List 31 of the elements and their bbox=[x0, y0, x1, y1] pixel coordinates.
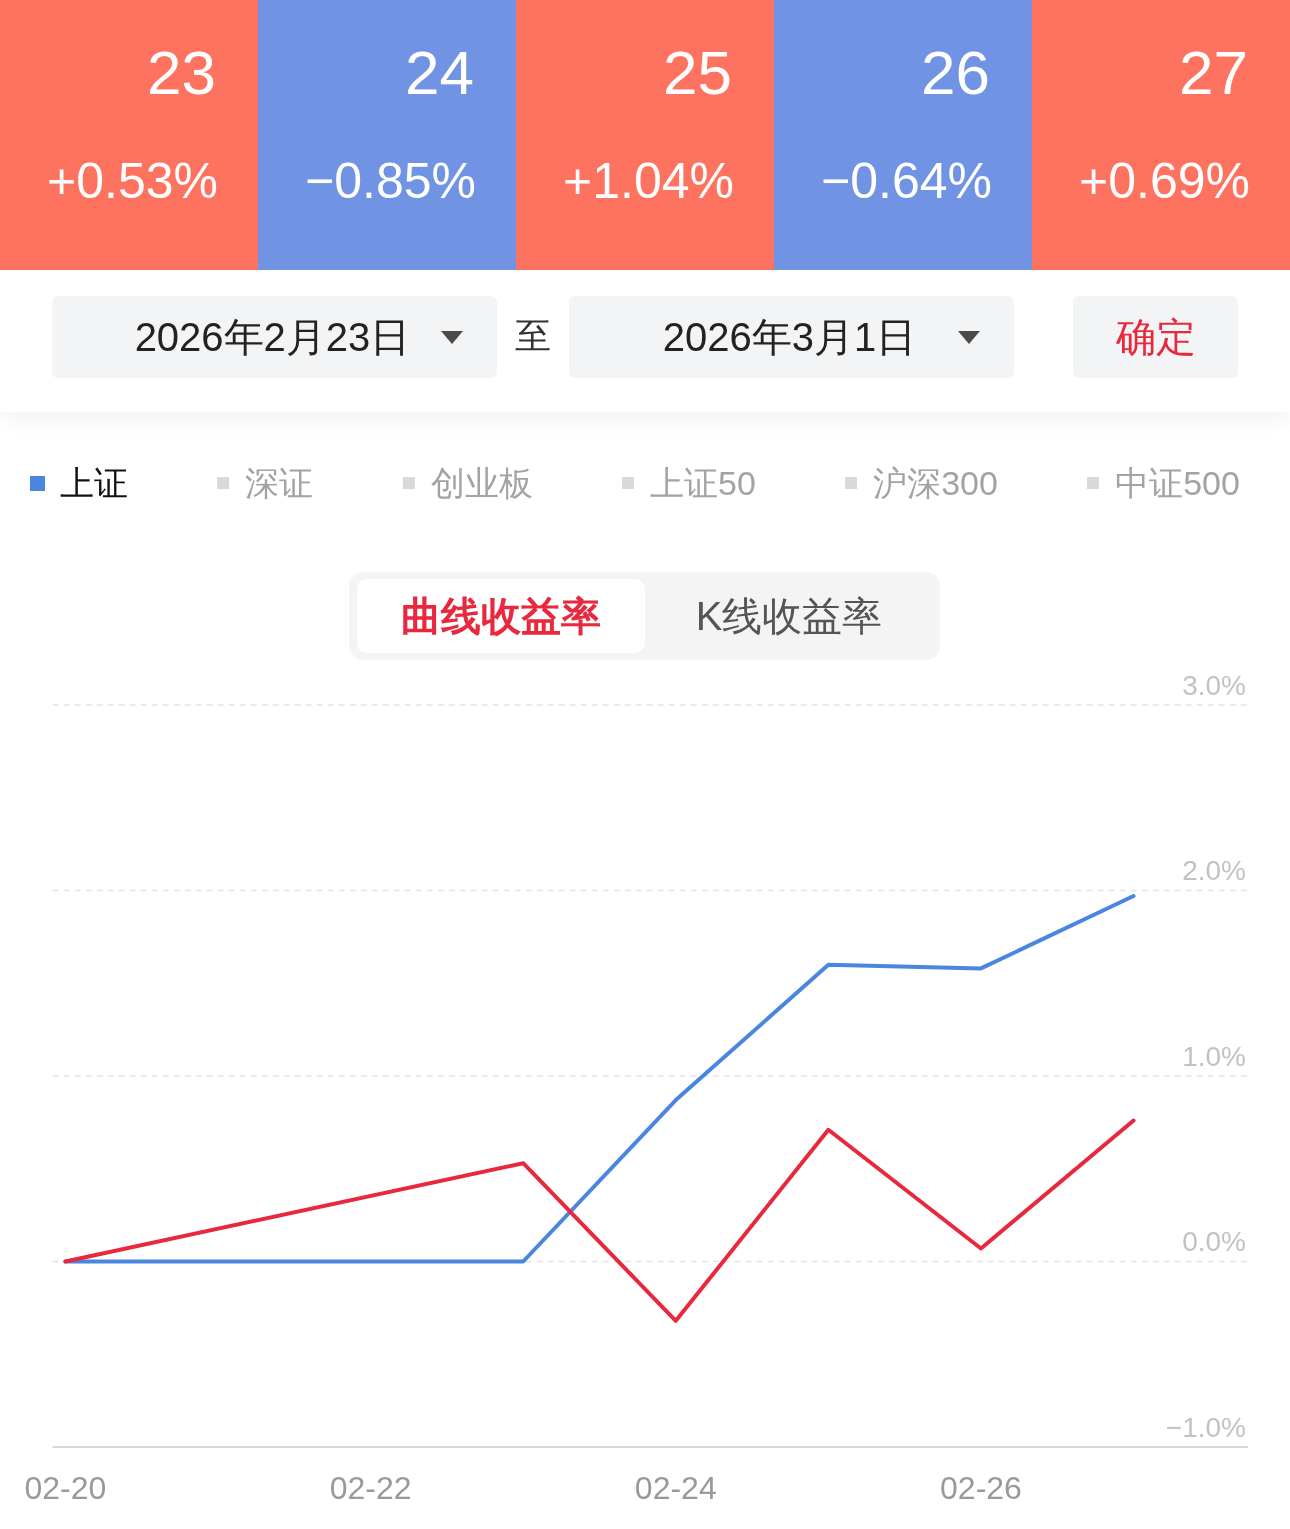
text: 深证 bbox=[245, 463, 314, 503]
text: 至 bbox=[514, 314, 552, 358]
y-tick-label: 1.0% bbox=[1182, 1040, 1246, 1072]
x-tick-label: 25 bbox=[663, 38, 732, 107]
text: 创业板 bbox=[430, 463, 533, 503]
x-tick-label: 02-20 bbox=[24, 1470, 107, 1507]
text: 沪深300 bbox=[873, 463, 998, 503]
text: 上证50 bbox=[649, 463, 756, 503]
x-tick-label: 27 bbox=[1179, 38, 1248, 107]
y-tick-label: 0.0% bbox=[1182, 1226, 1246, 1258]
x-tick-label: 24 bbox=[405, 38, 474, 107]
button: 确定 bbox=[1073, 296, 1238, 378]
data-label: −0.64% bbox=[821, 153, 992, 209]
x-tick-label: 23 bbox=[147, 38, 216, 107]
data-label: +1.04% bbox=[563, 153, 734, 209]
y-tick-label: −1.0% bbox=[1165, 1411, 1246, 1443]
date-field: 2026年3月1日 bbox=[569, 296, 1014, 378]
data-label: −0.85% bbox=[305, 153, 476, 209]
x-tick-label: 26 bbox=[921, 38, 990, 107]
x-tick-label: 02-24 bbox=[634, 1470, 717, 1507]
legend-label: 上证 bbox=[60, 463, 128, 503]
x-tick-label: 02-26 bbox=[940, 1470, 1022, 1507]
x-tick-label: 02-22 bbox=[329, 1470, 412, 1507]
text: 中证500 bbox=[1115, 463, 1240, 503]
data-label: +0.69% bbox=[1079, 153, 1250, 209]
date-field: 2026年2月23日 bbox=[52, 296, 497, 378]
y-tick-label: 2.0% bbox=[1182, 855, 1246, 887]
data-label: +0.53% bbox=[47, 153, 218, 209]
selected-tab: 曲线收益率 bbox=[357, 579, 645, 653]
y-tick-label: 3.0% bbox=[1182, 669, 1246, 701]
segmented-control: 曲线收益率 K线收益率 bbox=[349, 572, 940, 660]
